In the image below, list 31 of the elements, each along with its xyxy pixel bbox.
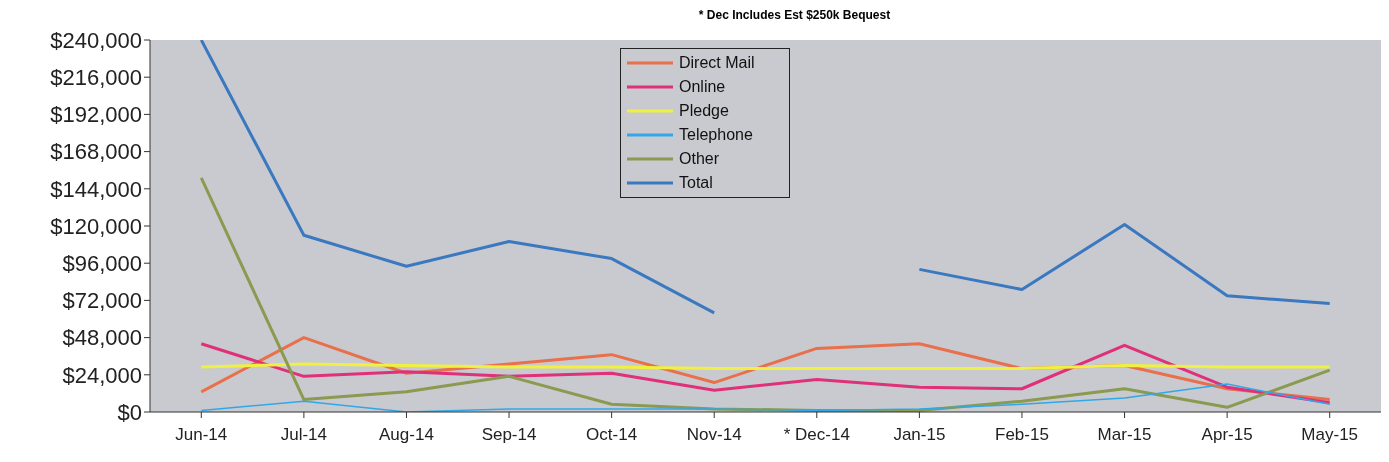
y-tick-label: $144,000: [50, 176, 142, 202]
y-tick-label: $72,000: [62, 288, 142, 314]
x-tick-label: Oct-14: [586, 425, 638, 445]
y-tick-label: $168,000: [50, 139, 142, 165]
chart-subtitle: * Dec Includes Est $250k Bequest: [697, 8, 892, 24]
y-tick-label: $240,000: [50, 27, 142, 53]
legend-label: Direct Mail: [679, 53, 755, 73]
y-tick-label: $0: [117, 399, 142, 425]
x-tick-label: Jul-14: [280, 425, 328, 445]
x-tick-label: Apr-15: [1201, 425, 1253, 445]
x-tick-label: Jun-14: [175, 425, 228, 445]
x-tick-label: Sep-14: [481, 425, 537, 445]
legend-label: Telephone: [679, 125, 753, 145]
x-tick-label: * Dec-14: [783, 425, 850, 445]
x-tick-label: Nov-14: [686, 425, 742, 445]
y-tick-label: $96,000: [62, 251, 142, 277]
legend-label: Pledge: [679, 101, 729, 121]
x-tick-label: Feb-15: [995, 425, 1049, 445]
legend-label: Other: [679, 149, 720, 169]
legend-label: Total: [679, 173, 713, 193]
y-tick-label: $48,000: [62, 325, 142, 351]
y-tick-label: $216,000: [50, 65, 142, 91]
x-tick-label: Mar-15: [1097, 425, 1152, 445]
line-series: [200, 383, 1331, 412]
legend-label: Online: [679, 77, 726, 97]
y-tick-label: $24,000: [62, 362, 142, 388]
x-tick-label: May-15: [1301, 425, 1359, 445]
x-tick-label: Aug-14: [379, 425, 434, 445]
y-tick-label: $192,000: [50, 102, 142, 128]
y-tick-label: $120,000: [50, 213, 142, 239]
x-tick-label: Jan-15: [893, 425, 946, 445]
